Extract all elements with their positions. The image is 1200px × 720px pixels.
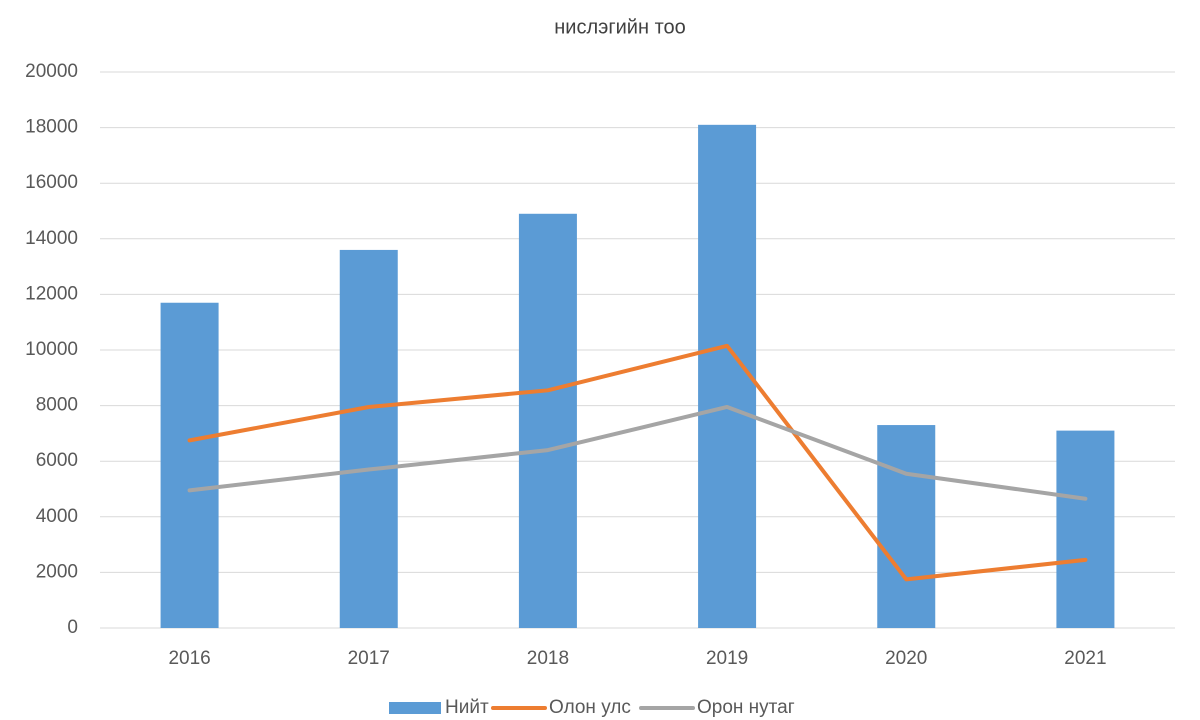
bar xyxy=(1056,430,1115,628)
y-tick-label: 6000 xyxy=(36,450,78,471)
legend-label: Олон улс xyxy=(549,697,631,718)
line xyxy=(187,404,1088,501)
y-tick-label: 8000 xyxy=(36,395,78,416)
bar xyxy=(339,249,398,629)
x-tick-label: 2019 xyxy=(706,648,748,669)
y-tick-label: 20000 xyxy=(25,61,78,82)
bar xyxy=(518,213,577,628)
x-tick-label: 2021 xyxy=(1064,648,1106,669)
legend-swatch xyxy=(389,702,441,714)
bar xyxy=(877,425,936,628)
chart-title: нислэгийн тоо xyxy=(554,16,686,38)
y-tick-label: 18000 xyxy=(25,117,78,138)
bar xyxy=(698,124,757,628)
x-tick-label: 2018 xyxy=(527,648,569,669)
legend-label: Орон нутаг xyxy=(697,697,795,718)
line xyxy=(187,343,1088,582)
y-tick-label: 4000 xyxy=(36,506,78,527)
y-tick-label: 2000 xyxy=(36,561,78,582)
y-tick-label: 10000 xyxy=(25,339,78,360)
x-tick-label: 2017 xyxy=(348,648,390,669)
legend-label: Нийт xyxy=(445,697,489,718)
y-tick-label: 16000 xyxy=(25,172,78,193)
y-tick-label: 0 xyxy=(67,617,78,638)
x-tick-label: 2020 xyxy=(885,648,927,669)
y-tick-label: 14000 xyxy=(25,228,78,249)
bar xyxy=(160,302,219,628)
y-tick-label: 12000 xyxy=(25,283,78,304)
x-tick-label: 2016 xyxy=(168,648,210,669)
